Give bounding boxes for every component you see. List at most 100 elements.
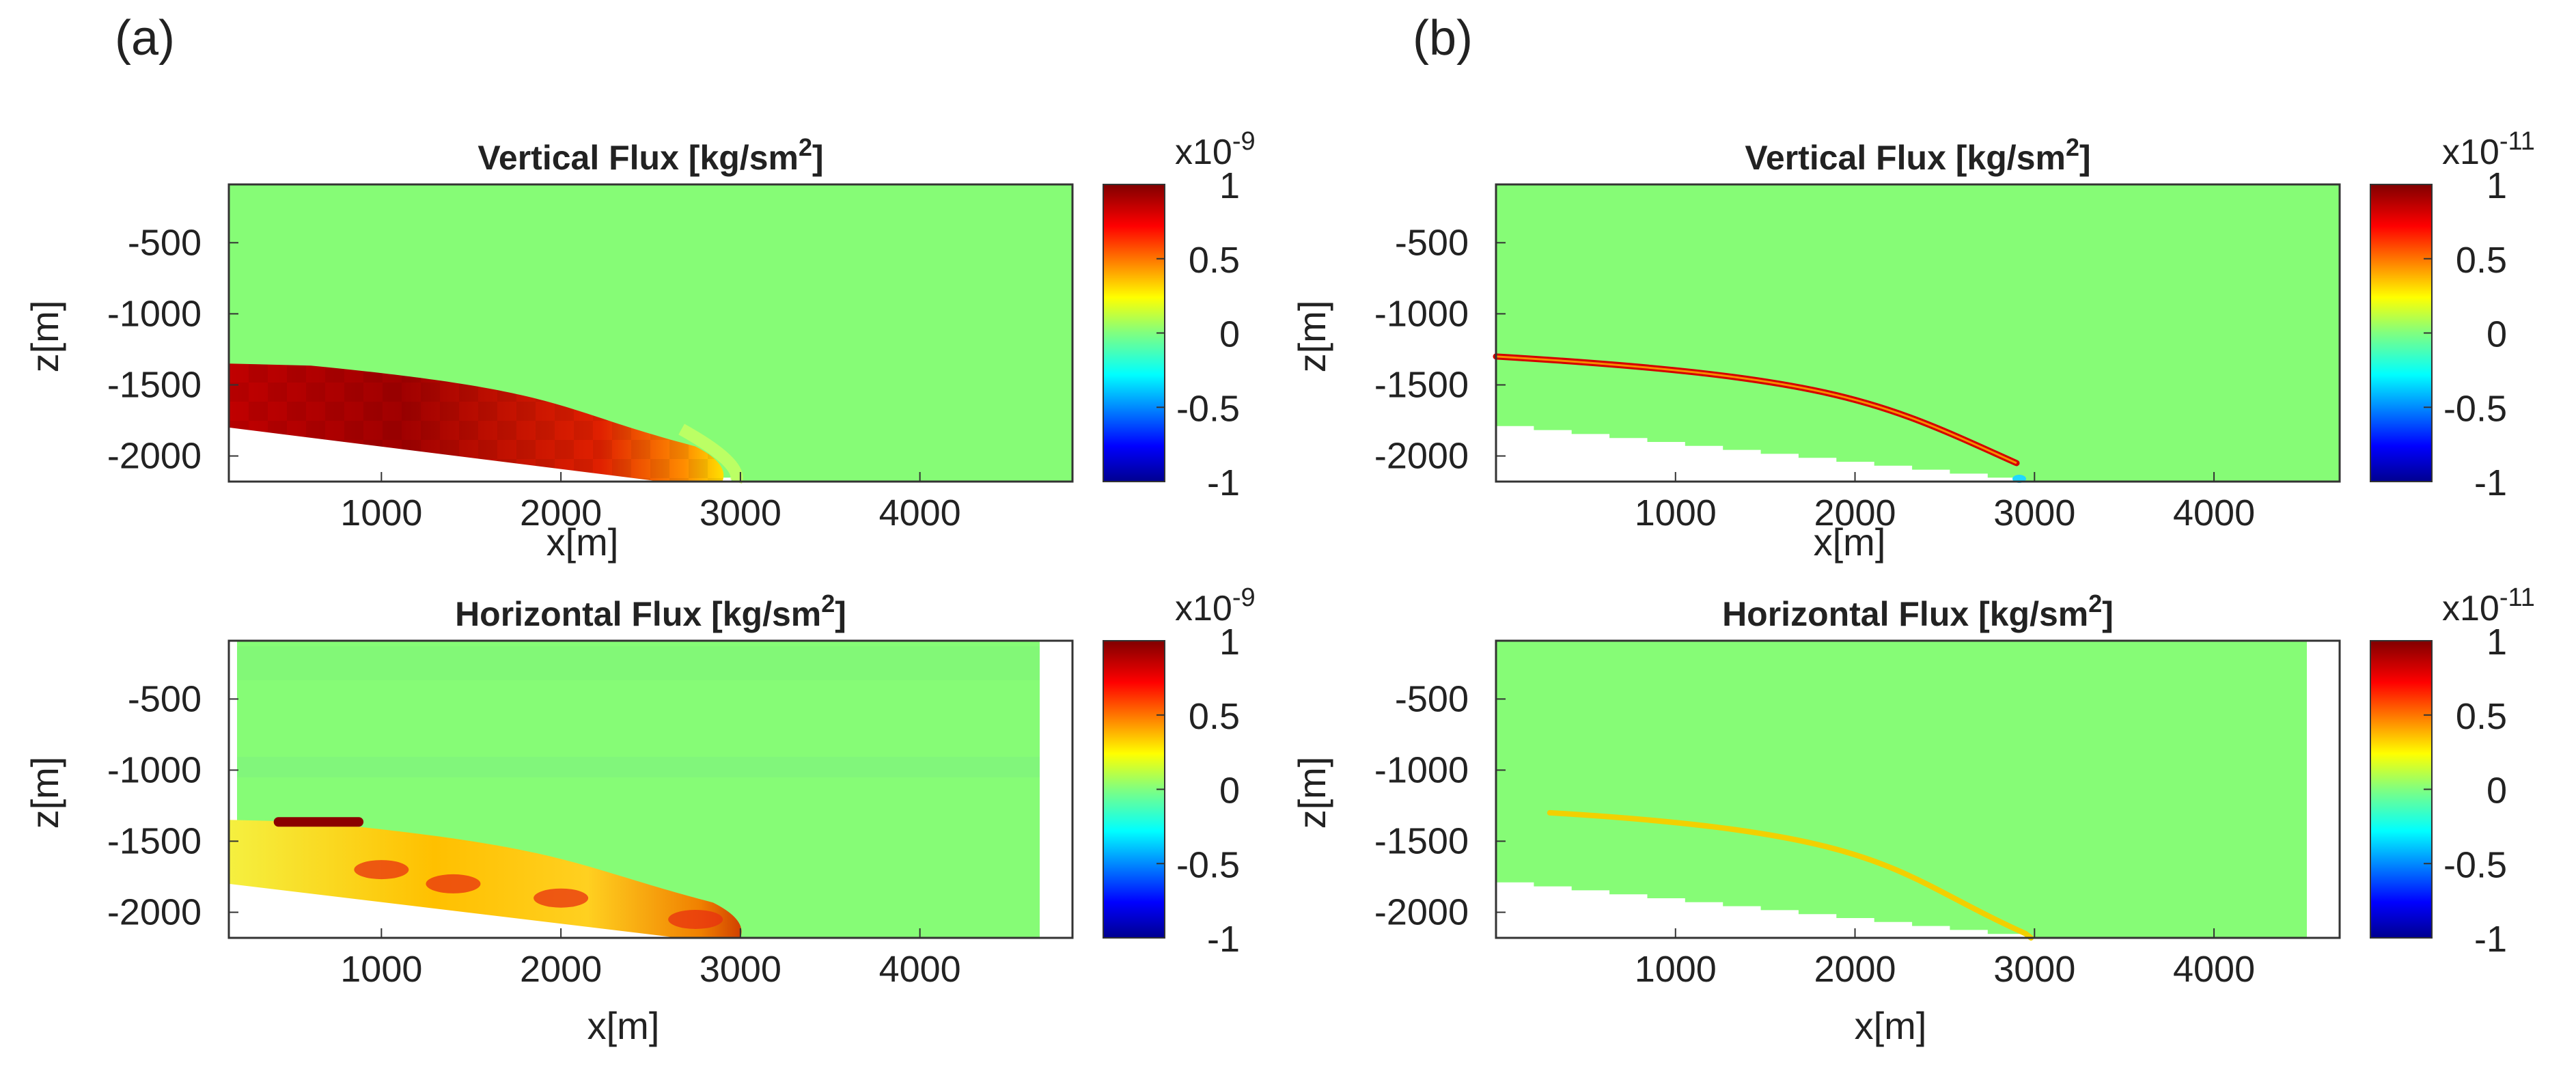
panel-3-colorbar-tick-label: 0.5 xyxy=(2456,240,2507,281)
panel-1-colorbar-exponent: x10-9 xyxy=(1175,127,1256,172)
panel-4-ytick-label: -2000 xyxy=(1374,892,1469,933)
panel-2-colorbar-tick-label: 1 xyxy=(1219,622,1240,663)
panel-3: Vertical Flux [kg/sm2] -500 -1000 -1500 -200… xyxy=(1290,127,2535,564)
panel-1-ytick-label: -500 xyxy=(128,222,202,263)
panel-4-colorbar xyxy=(2370,640,2433,939)
panel-3-field xyxy=(1496,184,2340,482)
panel-2-ytick-label: -1500 xyxy=(107,820,202,861)
panel-2-hotspot xyxy=(426,874,481,893)
panel-1-colorbar-tick-label: -0.5 xyxy=(1176,388,1240,429)
panel-2-axes-frame xyxy=(227,639,1074,939)
panel-1-colorbar-tick-label: 0 xyxy=(1219,314,1240,355)
panel-3-ytick-label: -2000 xyxy=(1374,436,1469,477)
panel-4-colorbar-tick-label: 0 xyxy=(2487,771,2507,812)
panel-2-xtick-label: 3000 xyxy=(700,949,781,990)
panel-4: Horizontal Flux [kg/sm2] -500 -1000 -1500 -2… xyxy=(1290,583,2535,1047)
panel-1-colorbar-tick-label: 1 xyxy=(1219,165,1240,206)
panel-4-xlabel: x[m] xyxy=(1855,1004,1927,1047)
panel-1-title: Vertical Flux [kg/sm2] xyxy=(477,133,823,178)
panel-2-xtick-label: 1000 xyxy=(340,949,422,990)
panel-3-colorbar xyxy=(2370,184,2433,482)
panel-1-colorbar-tick-label: 0.5 xyxy=(1189,240,1240,281)
panel-3-axes-frame xyxy=(1495,183,2341,483)
panel-4-ytick-label: -1500 xyxy=(1374,820,1469,861)
panel-3-ytick-label: -500 xyxy=(1395,222,1469,263)
panel-3-xtick-label: 3000 xyxy=(1993,493,2075,533)
panel-2-ytick-label: -1000 xyxy=(107,749,202,790)
panel-2-colorbar-tick-label: 0.5 xyxy=(1189,696,1240,737)
panel-1-colorbar-tick-label: -1 xyxy=(1207,462,1240,503)
panel-1-xtick-label: 4000 xyxy=(879,493,961,533)
panel-4-ytick-label: -1000 xyxy=(1374,749,1469,790)
panel-1-xlabel: x[m] xyxy=(546,521,619,564)
panel-2-hotspot xyxy=(354,860,409,880)
panel-1: Vertical Flux [kg/sm2] -500 -1000 -1500 -200… xyxy=(23,127,1256,564)
panel-1-ytick-label: -1500 xyxy=(107,364,202,405)
panel-4-flux-line xyxy=(1547,809,2034,941)
panel-3-colorbar-exponent: x10-11 xyxy=(2442,127,2535,172)
panel-label-a: (a) xyxy=(115,11,175,66)
panel-2: Horizontal Flux [kg/sm2] -500 -1000 -1500 -2… xyxy=(23,583,1256,1047)
panel-4-field xyxy=(1496,641,2307,938)
panel-4-colorbar-exponent: x10-11 xyxy=(2442,583,2535,628)
panel-1-colorbar xyxy=(1103,184,1165,482)
panel-2-plume-core xyxy=(273,817,364,827)
panel-2-xlabel: x[m] xyxy=(587,1004,660,1047)
panel-3-colorbar-tick-label: 0 xyxy=(2487,314,2507,355)
panel-3-xlabel: x[m] xyxy=(1814,521,1886,564)
panel-2-band xyxy=(237,757,1040,777)
panel-3-colorbar-tick-label: -0.5 xyxy=(2443,388,2507,429)
panel-1-plume-texture xyxy=(229,363,724,482)
panel-2-ytick-label: -500 xyxy=(128,678,202,719)
panel-3-xtick-label: 2000 xyxy=(1814,493,1896,533)
panel-2-hotspot xyxy=(534,888,589,908)
panel-4-xtick-label: 1000 xyxy=(1635,949,1717,990)
panel-label-b: (b) xyxy=(1413,11,1473,66)
panel-3-ytick-label: -1000 xyxy=(1374,293,1469,334)
panel-2-ylabel: z[m] xyxy=(23,757,66,829)
panel-4-colorbar-tick-label: 1 xyxy=(2487,622,2507,663)
panel-4-ytick-label: -500 xyxy=(1395,678,1469,719)
panel-3-flux-line-core xyxy=(1495,355,2017,464)
panel-2-title: Horizontal Flux [kg/sm2] xyxy=(455,589,846,634)
panel-1-plume-edge xyxy=(678,424,743,484)
panel-3-ytick-label: -1500 xyxy=(1374,364,1469,405)
panel-1-ytick-label: -2000 xyxy=(107,436,202,477)
panel-1-axes-frame xyxy=(227,183,1074,483)
panel-2-colorbar-exponent: x10-9 xyxy=(1175,583,1256,628)
panel-2-band xyxy=(237,646,1040,680)
panel-4-title: Horizontal Flux [kg/sm2] xyxy=(1722,589,2114,634)
panel-1-xtick-label: 1000 xyxy=(340,493,422,533)
panel-4-colorbar-tick-label: 0.5 xyxy=(2456,696,2507,737)
panel-1-xtick-label: 2000 xyxy=(520,493,602,533)
panel-2-xtick-label: 2000 xyxy=(520,949,602,990)
panel-3-title: Vertical Flux [kg/sm2] xyxy=(1745,133,2090,178)
panel-3-seabed xyxy=(1496,426,2026,482)
panel-2-ytick-label: -2000 xyxy=(107,892,202,933)
panel-3-xtick-label: 4000 xyxy=(2173,493,2255,533)
panel-4-axes-frame xyxy=(1495,639,2341,939)
panel-4-xtick-label: 2000 xyxy=(1814,949,1896,990)
panel-4-ylabel: z[m] xyxy=(1290,757,1333,829)
panel-2-colorbar-tick-label: -1 xyxy=(1207,919,1240,960)
panel-2-hotspot xyxy=(668,909,723,929)
panel-2-colorbar xyxy=(1103,640,1165,939)
panel-2-colorbar-tick-label: -0.5 xyxy=(1176,844,1240,885)
panel-4-seabed xyxy=(1496,882,2026,938)
panel-4-xtick-label: 4000 xyxy=(2173,949,2255,990)
plots: Vertical Flux [kg/sm2]-500-1000-1500-200… xyxy=(23,127,2535,1047)
panel-2-xtick-label: 4000 xyxy=(879,949,961,990)
panel-4-colorbar-tick-label: -0.5 xyxy=(2443,844,2507,885)
panel-4-colorbar-tick-label: -1 xyxy=(2474,919,2507,960)
panel-3-xtick-label: 1000 xyxy=(1635,493,1717,533)
panel-1-ylabel: z[m] xyxy=(23,301,66,373)
panel-4-xtick-label: 3000 xyxy=(1993,949,2075,990)
panel-3-colorbar-tick-label: -1 xyxy=(2474,462,2507,503)
panel-3-ylabel: z[m] xyxy=(1290,301,1333,373)
panel-1-xtick-label: 3000 xyxy=(700,493,781,533)
panel-2-colorbar-tick-label: 0 xyxy=(1219,771,1240,812)
panel-3-colorbar-tick-label: 1 xyxy=(2487,165,2507,206)
panel-1-ytick-label: -1000 xyxy=(107,293,202,334)
panel-2-plume xyxy=(229,820,742,938)
